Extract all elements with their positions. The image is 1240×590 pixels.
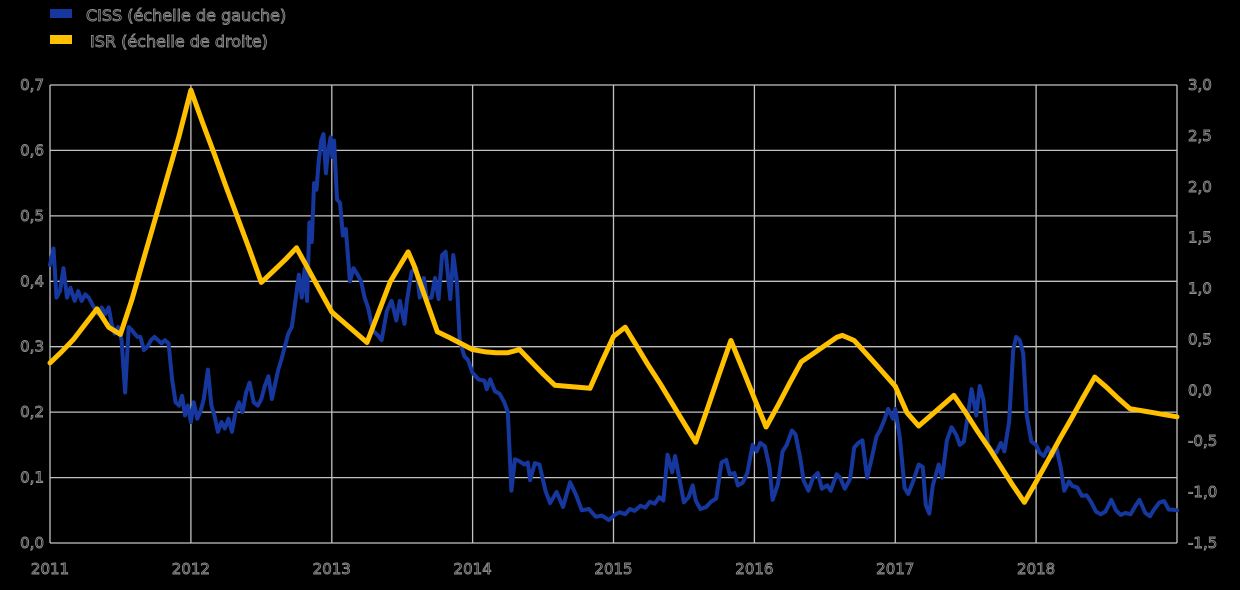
x-axis-year-label: 2013 [313,560,351,578]
legend-item-ciss: CISS (échelle de gauche) [50,6,287,25]
right-axis-tick-label: -1,0 [1188,483,1217,501]
right-axis-tick-label: 1,0 [1188,280,1212,298]
left-axis-tick-label: 0,7 [20,76,44,94]
right-axis-tick-label: 0,0 [1188,381,1212,399]
ciss-legend-label: CISS (échelle de gauche) [86,6,286,25]
x-axis-year-label: 2018 [1017,560,1055,578]
right-axis-tick-label: 2,5 [1188,127,1212,145]
left-axis-tick-label: 0,6 [20,141,44,159]
axis-labels: 0,7 0,6 0,5 0,4 0,3 0,2 0,1 0,0 3,0 2,5 2,0 1,5 1,0 0… [20,76,1218,579]
x-axis-year-label: 2015 [594,560,632,578]
x-axis-year-label: 2016 [735,560,773,578]
x-axis-year-label: 2017 [876,560,914,578]
right-axis-tick-label: -1,5 [1188,534,1217,552]
ciss-legend-swatch [50,9,72,18]
left-axis-tick-label: 0,0 [20,534,44,552]
left-axis-tick-label: 0,3 [20,338,44,356]
isr-line-series [47,87,1180,505]
left-axis-tick-label: 0,2 [20,403,44,421]
legend: CISS (échelle de gauche) ISR (échelle de… [50,6,287,51]
right-axis-tick-label: 1,5 [1188,229,1212,247]
isr-legend-swatch [50,35,72,44]
right-axis-tick-label: 2,0 [1188,178,1212,196]
left-axis-tick-label: 0,5 [20,207,44,225]
isr-legend-label: ISR (échelle de droite) [90,32,268,51]
right-axis-tick-label: 0,5 [1188,330,1212,348]
legend-item-isr: ISR (échelle de droite) [50,32,268,51]
x-axis-year-label: 2012 [172,560,210,578]
left-axis-tick-label: 0,1 [20,469,44,487]
ciss-line-series [48,132,1179,523]
line-series-group [47,87,1180,523]
right-axis-tick-label: -0,5 [1188,432,1217,450]
left-axis-tick-label: 0,4 [20,272,44,290]
x-axis-year-label: 2011 [31,560,69,578]
right-axis-tick-label: 3,0 [1188,76,1212,94]
x-axis-year-label: 2014 [454,560,492,578]
